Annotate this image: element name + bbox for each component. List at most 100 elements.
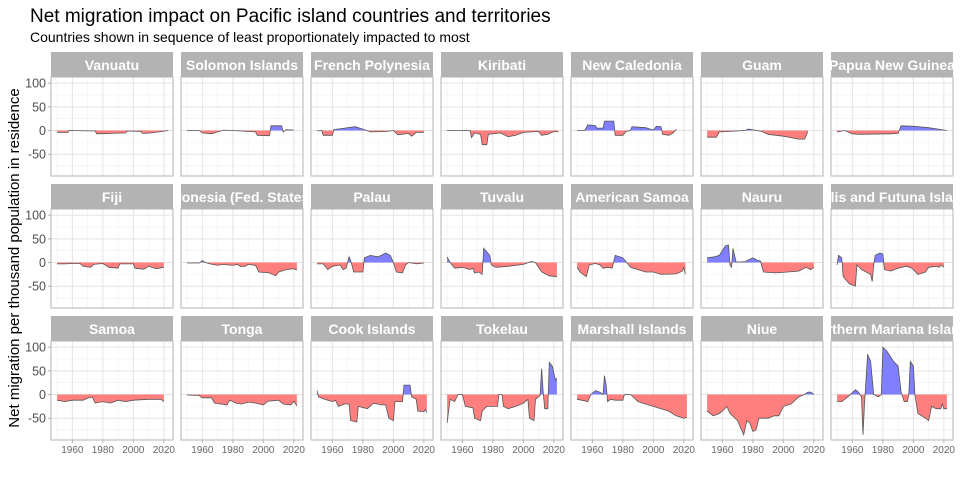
- migration-line: [446, 361, 558, 423]
- y-tick-label: 0: [39, 388, 46, 402]
- positive-migration-area: [707, 245, 814, 263]
- x-tick-label: 2020: [673, 445, 696, 456]
- facet-strip: [441, 184, 563, 209]
- panel-border: [830, 208, 954, 309]
- facet-strip-label: Wallis and Futuna Islands: [806, 189, 960, 205]
- negative-migration-area: [837, 394, 947, 435]
- facet-panel: Papua New Guinea: [830, 52, 954, 177]
- facet-panel: Guam: [700, 52, 824, 177]
- facet-panel: Wallis and Futuna Islands: [806, 184, 960, 309]
- facet-panel: Tuvalu: [440, 184, 564, 309]
- facet-strip-label: Samoa: [89, 321, 135, 337]
- facet-strip: [831, 184, 953, 209]
- facet-strip: [701, 52, 823, 77]
- migration-line: [187, 125, 294, 137]
- x-tick-label: 2020: [543, 445, 566, 456]
- x-tick-label: 1980: [872, 445, 895, 456]
- facet-panel: French Polynesia: [310, 52, 434, 177]
- x-tick-label: 2000: [512, 445, 535, 456]
- facet-strip: [51, 52, 173, 77]
- facet-strip-label: Niue: [747, 321, 778, 337]
- facet-strip: [831, 316, 953, 341]
- panel-border: [440, 340, 564, 441]
- x-tick-label: 2000: [902, 445, 925, 456]
- panel-border: [180, 340, 304, 441]
- negative-migration-area: [187, 130, 294, 136]
- y-axis-label: Net migration per thousand population in…: [6, 88, 23, 427]
- facet-strip-label: Kiribati: [478, 57, 526, 73]
- migration-line: [57, 263, 164, 270]
- facet-strip: [831, 52, 953, 77]
- facet-panel: American Samoa: [570, 184, 694, 309]
- y-tick-label: 100: [25, 77, 46, 91]
- migration-line: [837, 125, 947, 135]
- positive-migration-area: [837, 347, 947, 395]
- facet-panel: New Caledonia: [570, 52, 694, 177]
- x-tick-label: 2020: [283, 445, 306, 456]
- panel-border: [830, 340, 954, 441]
- migration-line: [577, 120, 677, 136]
- y-tick-label: 100: [25, 341, 46, 355]
- x-tick-label: 1960: [191, 445, 214, 456]
- facet-strip-label: French Polynesia: [314, 57, 430, 73]
- x-tick-label: 2020: [803, 445, 826, 456]
- y-tick-label: 50: [32, 364, 46, 378]
- panel-border: [700, 76, 824, 177]
- x-tick-label: 2000: [642, 445, 665, 456]
- y-tick-label: -50: [28, 148, 46, 162]
- migration-line: [447, 130, 559, 146]
- facet-strip: [701, 184, 823, 209]
- migration-line: [577, 375, 688, 419]
- migration-line: [706, 391, 815, 437]
- x-tick-label: 1960: [841, 445, 864, 456]
- x-tick-label: 1980: [352, 445, 375, 456]
- x-tick-label: 2000: [772, 445, 795, 456]
- facet-strip-label: Cook Islands: [328, 321, 415, 337]
- positive-migration-area: [317, 253, 424, 263]
- negative-migration-area: [577, 394, 687, 419]
- facet-panel: Cook Islands 1960 1980 2000 2020: [310, 316, 436, 456]
- panel-border: [440, 208, 564, 309]
- facet-panel: Kiribati: [440, 52, 564, 177]
- panel-border: [180, 76, 304, 177]
- x-tick-label: 2020: [153, 445, 176, 456]
- x-tick-label: 1980: [222, 445, 245, 456]
- negative-migration-area: [317, 262, 424, 273]
- x-tick-label: 1960: [61, 445, 84, 456]
- migration-line: [707, 128, 809, 140]
- negative-migration-area: [707, 130, 808, 140]
- migration-line: [446, 247, 557, 278]
- panel-border: [50, 340, 174, 441]
- migration-line: [837, 346, 947, 435]
- panel-border: [570, 340, 694, 441]
- migration-line: [836, 252, 945, 287]
- negative-migration-area: [577, 262, 686, 277]
- x-tick-label: 1960: [581, 445, 604, 456]
- negative-migration-area: [187, 394, 297, 406]
- positive-migration-area: [317, 385, 427, 395]
- facet-panel: Samoa 100 50 0 -50 1960 1980 2000 2020: [25, 316, 175, 456]
- x-tick-label: 1980: [742, 445, 765, 456]
- facet-strip-label: American Samoa: [575, 189, 689, 205]
- positive-migration-area: [187, 125, 294, 131]
- y-tick-label: 0: [39, 256, 46, 270]
- facet-strip: [441, 316, 563, 341]
- facet-panel: Nauru: [700, 184, 824, 309]
- x-tick-label: 2020: [413, 445, 436, 456]
- facet-panel: Palau: [310, 184, 434, 309]
- facet-strip: [701, 316, 823, 341]
- facet-panel: Northern Mariana Islands 1960 1980 2000 2020: [830, 316, 955, 456]
- y-tick-label: -50: [28, 412, 46, 426]
- facet-strip: [571, 184, 693, 209]
- facet-strip-label: Palau: [353, 189, 390, 205]
- facet-panel: Tokelau 1960 1980 2000 2020: [440, 316, 566, 456]
- migration-line: [57, 130, 169, 135]
- x-tick-label: 1980: [92, 445, 115, 456]
- facet-strip: [441, 52, 563, 77]
- facet-strip-label: Tokelau: [476, 321, 528, 337]
- migration-line: [317, 126, 424, 137]
- facet-strip-label: Nauru: [742, 189, 782, 205]
- facet-panel: Fiji 100 50 0 -50: [25, 184, 174, 309]
- facet-strip-label: Solomon Islands: [186, 57, 298, 73]
